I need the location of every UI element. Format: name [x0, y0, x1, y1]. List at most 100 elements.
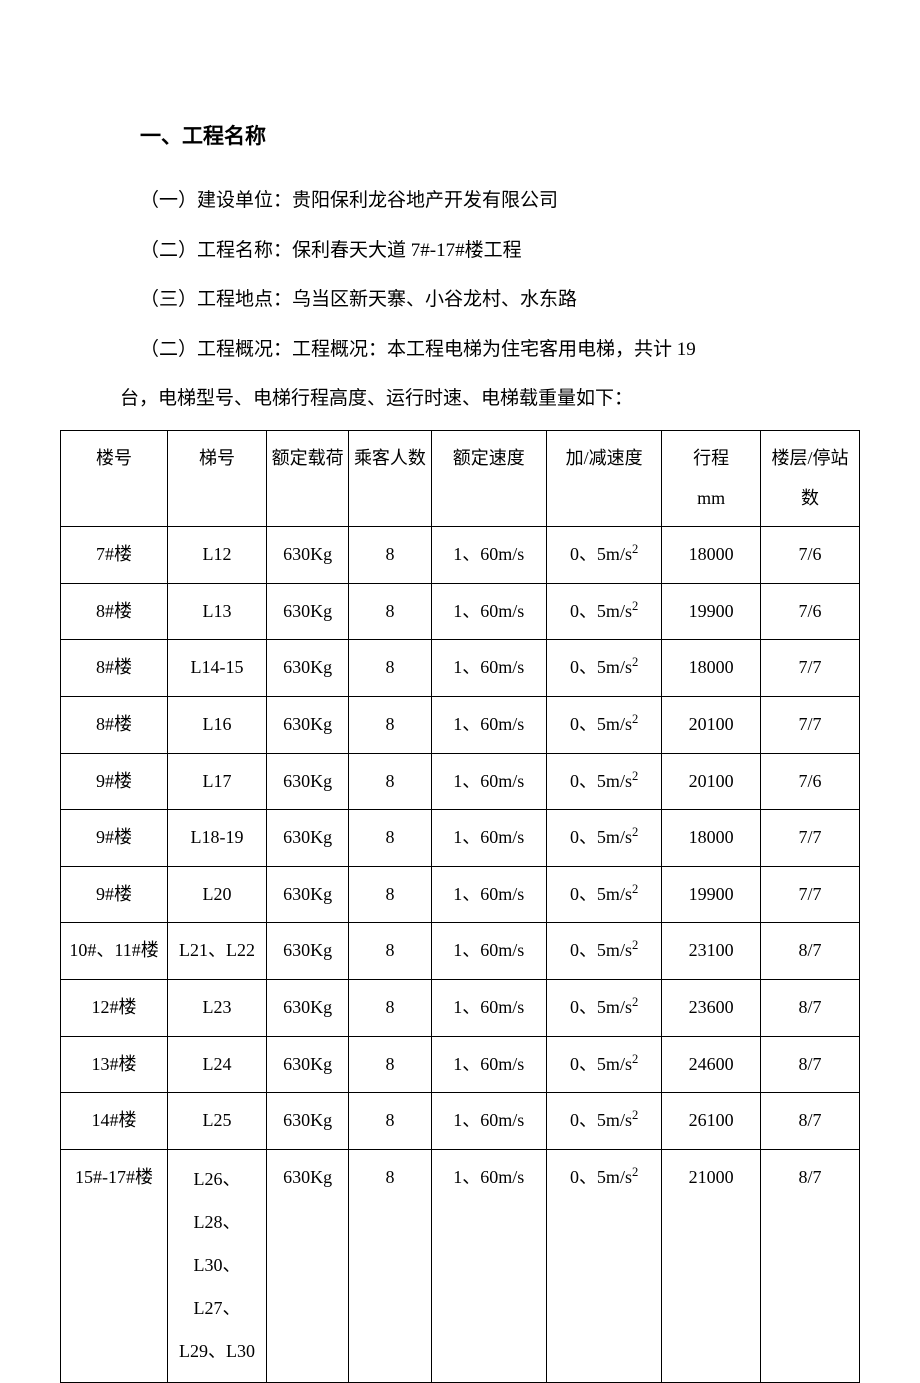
table-row: 12#楼L23630Kg81、60m/s0、5m/s2236008/7 — [61, 979, 860, 1036]
cell-floors: 8/7 — [761, 1149, 860, 1382]
elevator-spec-table: 楼号 梯号 额定载荷 乘客人数 额定速度 加/减速度 行程 mm 楼层/停站数 … — [60, 430, 860, 1383]
cell-travel: 19900 — [662, 866, 761, 923]
cell-building: 15#-17#楼 — [61, 1149, 168, 1382]
cell-travel: 18000 — [662, 810, 761, 867]
cell-elevator: L18-19 — [168, 810, 267, 867]
cell-floors: 8/7 — [761, 1093, 860, 1150]
cell-building: 14#楼 — [61, 1093, 168, 1150]
cell-load: 630Kg — [266, 810, 348, 867]
cell-load: 630Kg — [266, 753, 348, 810]
cell-elevator: L20 — [168, 866, 267, 923]
cell-load: 630Kg — [266, 923, 348, 980]
table-row: 8#楼L14-15630Kg81、60m/s0、5m/s2180007/7 — [61, 640, 860, 697]
cell-building: 10#、11#楼 — [61, 923, 168, 980]
cell-travel: 20100 — [662, 696, 761, 753]
cell-speed: 1、60m/s — [431, 1149, 546, 1382]
table-row: 15#-17#楼L26、L28、L30、L27、L29、L30630Kg81、6… — [61, 1149, 860, 1382]
cell-passengers: 8 — [349, 1036, 431, 1093]
cell-accel: 0、5m/s2 — [546, 1036, 661, 1093]
cell-load: 630Kg — [266, 583, 348, 640]
cell-travel: 20100 — [662, 753, 761, 810]
table-row: 14#楼L25630Kg81、60m/s0、5m/s2261008/7 — [61, 1093, 860, 1150]
cell-accel: 0、5m/s2 — [546, 1149, 661, 1382]
cell-travel: 23600 — [662, 979, 761, 1036]
cell-travel: 21000 — [662, 1149, 761, 1382]
cell-speed: 1、60m/s — [431, 583, 546, 640]
header-accel: 加/减速度 — [546, 430, 661, 526]
table-row: 13#楼L24630Kg81、60m/s0、5m/s2246008/7 — [61, 1036, 860, 1093]
table-row: 8#楼L13630Kg81、60m/s0、5m/s2199007/6 — [61, 583, 860, 640]
cell-load: 630Kg — [266, 696, 348, 753]
cell-elevator: L24 — [168, 1036, 267, 1093]
cell-passengers: 8 — [349, 979, 431, 1036]
table-row: 10#、11#楼L21、L22630Kg81、60m/s0、5m/s223100… — [61, 923, 860, 980]
cell-building: 8#楼 — [61, 583, 168, 640]
header-passengers: 乘客人数 — [349, 430, 431, 526]
cell-speed: 1、60m/s — [431, 810, 546, 867]
cell-load: 630Kg — [266, 979, 348, 1036]
cell-load: 630Kg — [266, 866, 348, 923]
cell-speed: 1、60m/s — [431, 923, 546, 980]
cell-passengers: 8 — [349, 810, 431, 867]
cell-accel: 0、5m/s2 — [546, 527, 661, 584]
cell-building: 12#楼 — [61, 979, 168, 1036]
table-row: 7#楼L12630Kg81、60m/s0、5m/s2180007/6 — [61, 527, 860, 584]
cell-load: 630Kg — [266, 1149, 348, 1382]
cell-elevator: L13 — [168, 583, 267, 640]
table-row: 9#楼L18-19630Kg81、60m/s0、5m/s2180007/7 — [61, 810, 860, 867]
cell-speed: 1、60m/s — [431, 753, 546, 810]
cell-travel: 19900 — [662, 583, 761, 640]
table-header-row: 楼号 梯号 额定载荷 乘客人数 额定速度 加/减速度 行程 mm 楼层/停站数 — [61, 430, 860, 526]
cell-travel: 24600 — [662, 1036, 761, 1093]
document-content: 一、工程名称 （一）建设单位：贵阳保利龙谷地产开发有限公司 （二）工程名称：保利… — [140, 120, 850, 372]
cell-elevator: L12 — [168, 527, 267, 584]
cell-elevator: L25 — [168, 1093, 267, 1150]
cell-accel: 0、5m/s2 — [546, 979, 661, 1036]
cell-speed: 1、60m/s — [431, 979, 546, 1036]
cell-speed: 1、60m/s — [431, 640, 546, 697]
cell-speed: 1、60m/s — [431, 866, 546, 923]
header-speed: 额定速度 — [431, 430, 546, 526]
cell-floors: 8/7 — [761, 923, 860, 980]
cell-passengers: 8 — [349, 527, 431, 584]
cell-elevator: L16 — [168, 696, 267, 753]
header-travel: 行程 mm — [662, 430, 761, 526]
cell-floors: 7/7 — [761, 866, 860, 923]
cell-floors: 7/7 — [761, 640, 860, 697]
cell-elevator: L17 — [168, 753, 267, 810]
cell-accel: 0、5m/s2 — [546, 810, 661, 867]
cell-elevator: L23 — [168, 979, 267, 1036]
paragraph-developer: （一）建设单位：贵阳保利龙谷地产开发有限公司 — [140, 178, 850, 224]
cell-travel: 26100 — [662, 1093, 761, 1150]
cell-floors: 8/7 — [761, 979, 860, 1036]
paragraph-location: （三）工程地点：乌当区新天寨、小谷龙村、水东路 — [140, 277, 850, 323]
cell-building: 13#楼 — [61, 1036, 168, 1093]
table-body: 7#楼L12630Kg81、60m/s0、5m/s2180007/68#楼L13… — [61, 527, 860, 1382]
table-row: 9#楼L20630Kg81、60m/s0、5m/s2199007/7 — [61, 866, 860, 923]
paragraph-project-name: （二）工程名称：保利春天大道 7#-17#楼工程 — [140, 228, 850, 274]
cell-speed: 1、60m/s — [431, 696, 546, 753]
header-building: 楼号 — [61, 430, 168, 526]
cell-building: 7#楼 — [61, 527, 168, 584]
cell-accel: 0、5m/s2 — [546, 640, 661, 697]
cell-travel: 23100 — [662, 923, 761, 980]
cell-building: 9#楼 — [61, 866, 168, 923]
cell-floors: 7/7 — [761, 696, 860, 753]
header-travel-unit: mm — [697, 488, 725, 508]
paragraph-overview-2: 台，电梯型号、电梯行程高度、运行时速、电梯载重量如下： — [120, 376, 860, 422]
cell-accel: 0、5m/s2 — [546, 866, 661, 923]
cell-load: 630Kg — [266, 1036, 348, 1093]
cell-elevator: L26、L28、L30、L27、L29、L30 — [168, 1149, 267, 1382]
cell-travel: 18000 — [662, 527, 761, 584]
cell-passengers: 8 — [349, 923, 431, 980]
cell-travel: 18000 — [662, 640, 761, 697]
header-load: 额定载荷 — [266, 430, 348, 526]
cell-load: 630Kg — [266, 1093, 348, 1150]
table-row: 8#楼L16630Kg81、60m/s0、5m/s2201007/7 — [61, 696, 860, 753]
cell-building: 8#楼 — [61, 640, 168, 697]
cell-passengers: 8 — [349, 1093, 431, 1150]
cell-load: 630Kg — [266, 527, 348, 584]
section-heading: 一、工程名称 — [140, 120, 850, 150]
cell-building: 9#楼 — [61, 810, 168, 867]
cell-accel: 0、5m/s2 — [546, 923, 661, 980]
